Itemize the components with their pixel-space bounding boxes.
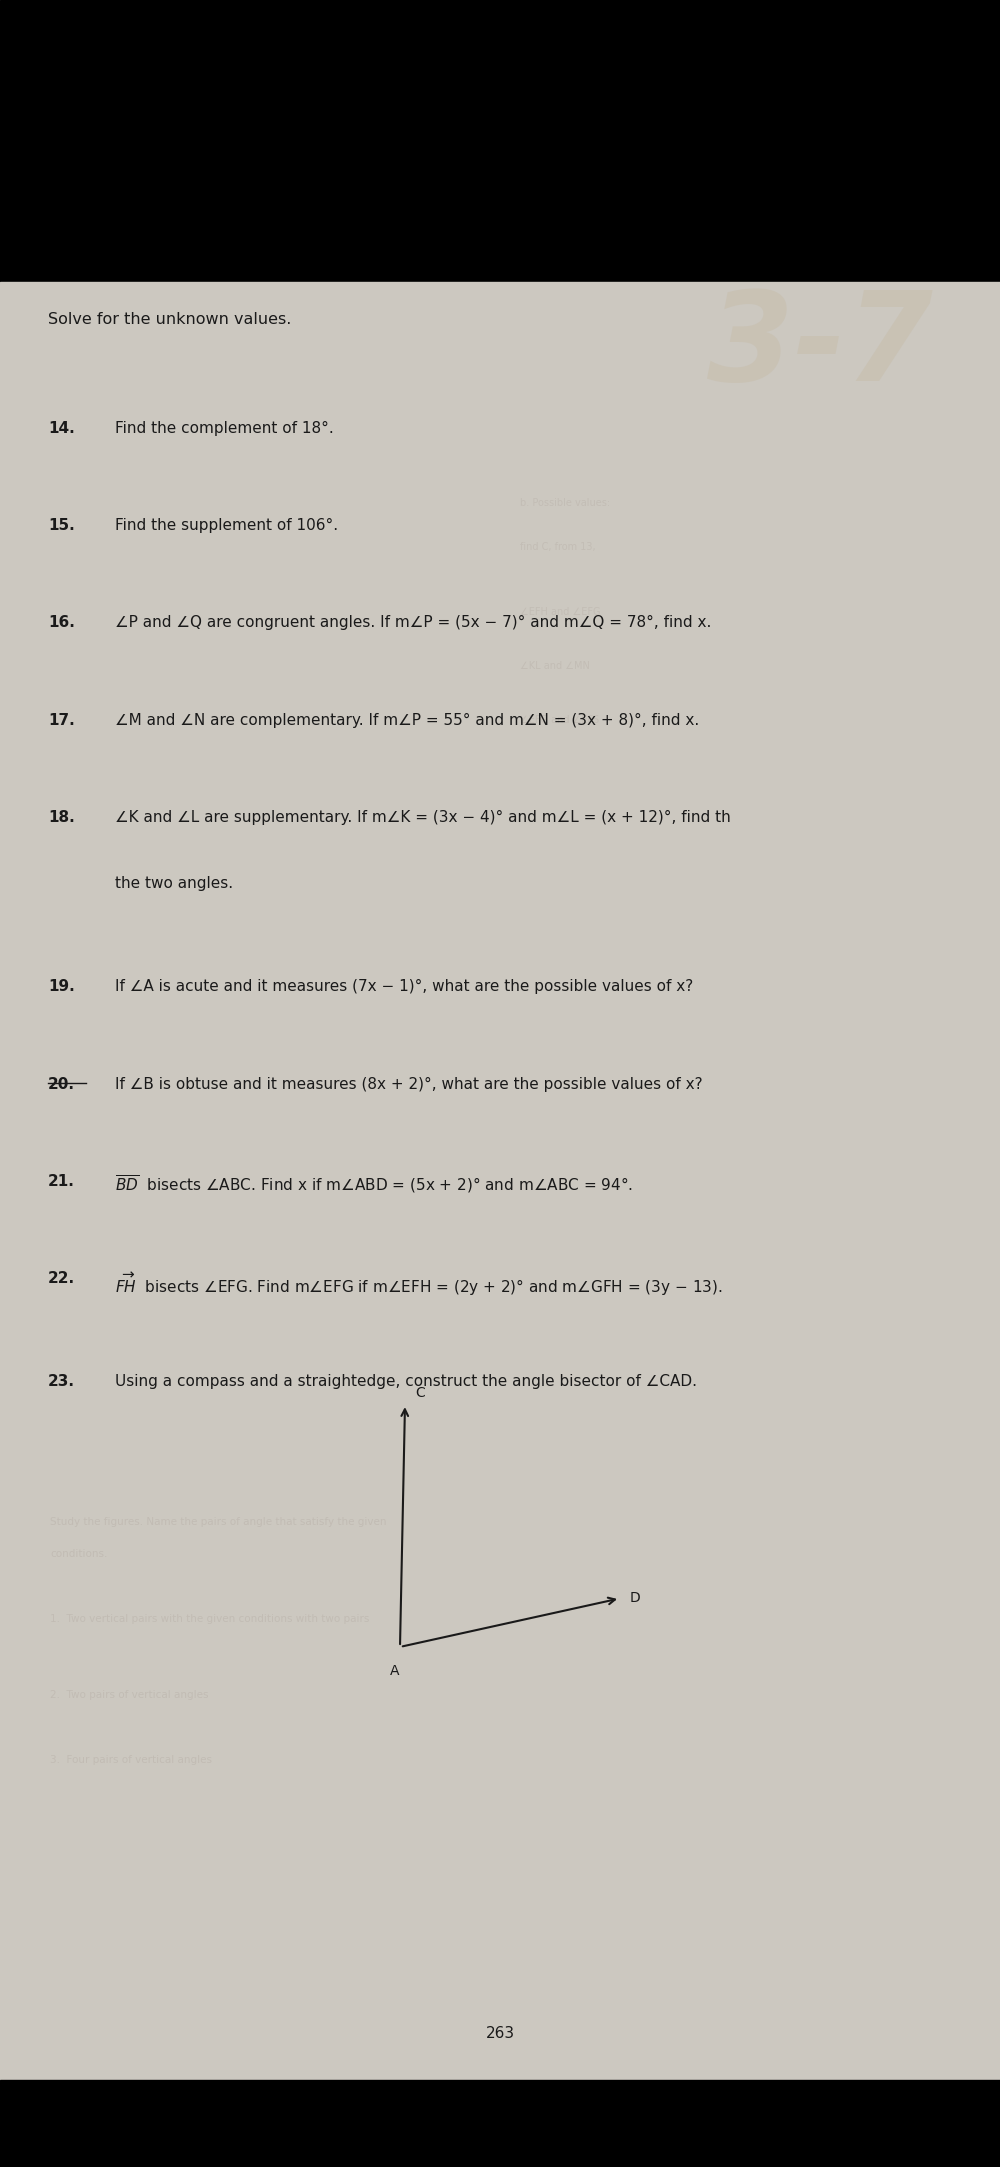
Text: find C, from 13,: find C, from 13,	[520, 542, 596, 553]
Text: $\overrightarrow{FH}$  bisects ∠EFG. Find m∠EFG if m∠EFH = (2y + 2)° and m∠GFH =: $\overrightarrow{FH}$ bisects ∠EFG. Find…	[115, 1270, 723, 1298]
Text: ∠EFH and ∠EFG: ∠EFH and ∠EFG	[520, 607, 600, 618]
Text: If ∠A is acute and it measures (7x − 1)°, what are the possible values of x?: If ∠A is acute and it measures (7x − 1)°…	[115, 979, 693, 995]
Text: 263: 263	[485, 2026, 515, 2041]
Text: 15.: 15.	[48, 518, 75, 533]
Text: 18.: 18.	[48, 810, 75, 826]
Text: ∠P and ∠Q are congruent angles. If m∠P = (5x − 7)° and m∠Q = 78°, find x.: ∠P and ∠Q are congruent angles. If m∠P =…	[115, 615, 711, 631]
Text: 2.  Two pairs of vertical angles: 2. Two pairs of vertical angles	[50, 1690, 208, 1701]
Text: Using a compass and a straightedge, construct the angle bisector of ∠CAD.: Using a compass and a straightedge, cons…	[115, 1374, 697, 1389]
Text: C: C	[415, 1387, 425, 1400]
Text: 20.: 20.	[48, 1077, 75, 1092]
Text: 22.: 22.	[48, 1270, 75, 1285]
Text: A: A	[390, 1664, 400, 1677]
Text: 3-7: 3-7	[707, 286, 933, 407]
Text: Solve for the unknown values.: Solve for the unknown values.	[48, 312, 291, 327]
Text: conditions.: conditions.	[50, 1549, 107, 1560]
Bar	[0, 0, 1000, 282]
Text: ∠EFG and ∠EFS: ∠EFG and ∠EFS	[520, 715, 599, 726]
Text: ∠M and ∠N are complementary. If m∠P = 55° and m∠N = (3x + 8)°, find x.: ∠M and ∠N are complementary. If m∠P = 55…	[115, 713, 699, 728]
Text: the two angles.: the two angles.	[115, 875, 233, 891]
Text: 23.: 23.	[48, 1374, 75, 1389]
Text: 17.: 17.	[48, 713, 75, 728]
Text: If ∠B is obtuse and it measures (8x + 2)°, what are the possible values of x?: If ∠B is obtuse and it measures (8x + 2)…	[115, 1077, 703, 1092]
Text: ∠K and ∠L are supplementary. If m∠K = (3x − 4)° and m∠L = (x + 12)°, find th: ∠K and ∠L are supplementary. If m∠K = (3…	[115, 810, 731, 826]
Text: 1.  Two vertical pairs with the given conditions with two pairs: 1. Two vertical pairs with the given con…	[50, 1614, 369, 1625]
Text: Find the complement of 18°.: Find the complement of 18°.	[115, 420, 334, 436]
Text: ∠KL and ∠MN: ∠KL and ∠MN	[520, 661, 590, 672]
Text: b. Possible values:: b. Possible values:	[520, 498, 610, 509]
Text: 21.: 21.	[48, 1175, 75, 1190]
Text: D: D	[630, 1591, 641, 1606]
Text: $\overline{BD}$  bisects ∠ABC. Find x if m∠ABD = (5x + 2)° and m∠ABC = 94°.: $\overline{BD}$ bisects ∠ABC. Find x if …	[115, 1175, 633, 1196]
Bar	[0, 282, 1000, 2080]
Bar	[0, 2080, 1000, 2167]
Text: 3.  Four pairs of vertical angles: 3. Four pairs of vertical angles	[50, 1755, 212, 1766]
Text: 19.: 19.	[48, 979, 75, 995]
Text: 16.: 16.	[48, 615, 75, 631]
Text: 14.: 14.	[48, 420, 75, 436]
Text: Study the figures. Name the pairs of angle that satisfy the given: Study the figures. Name the pairs of ang…	[50, 1517, 386, 1528]
Text: Find the supplement of 106°.: Find the supplement of 106°.	[115, 518, 338, 533]
